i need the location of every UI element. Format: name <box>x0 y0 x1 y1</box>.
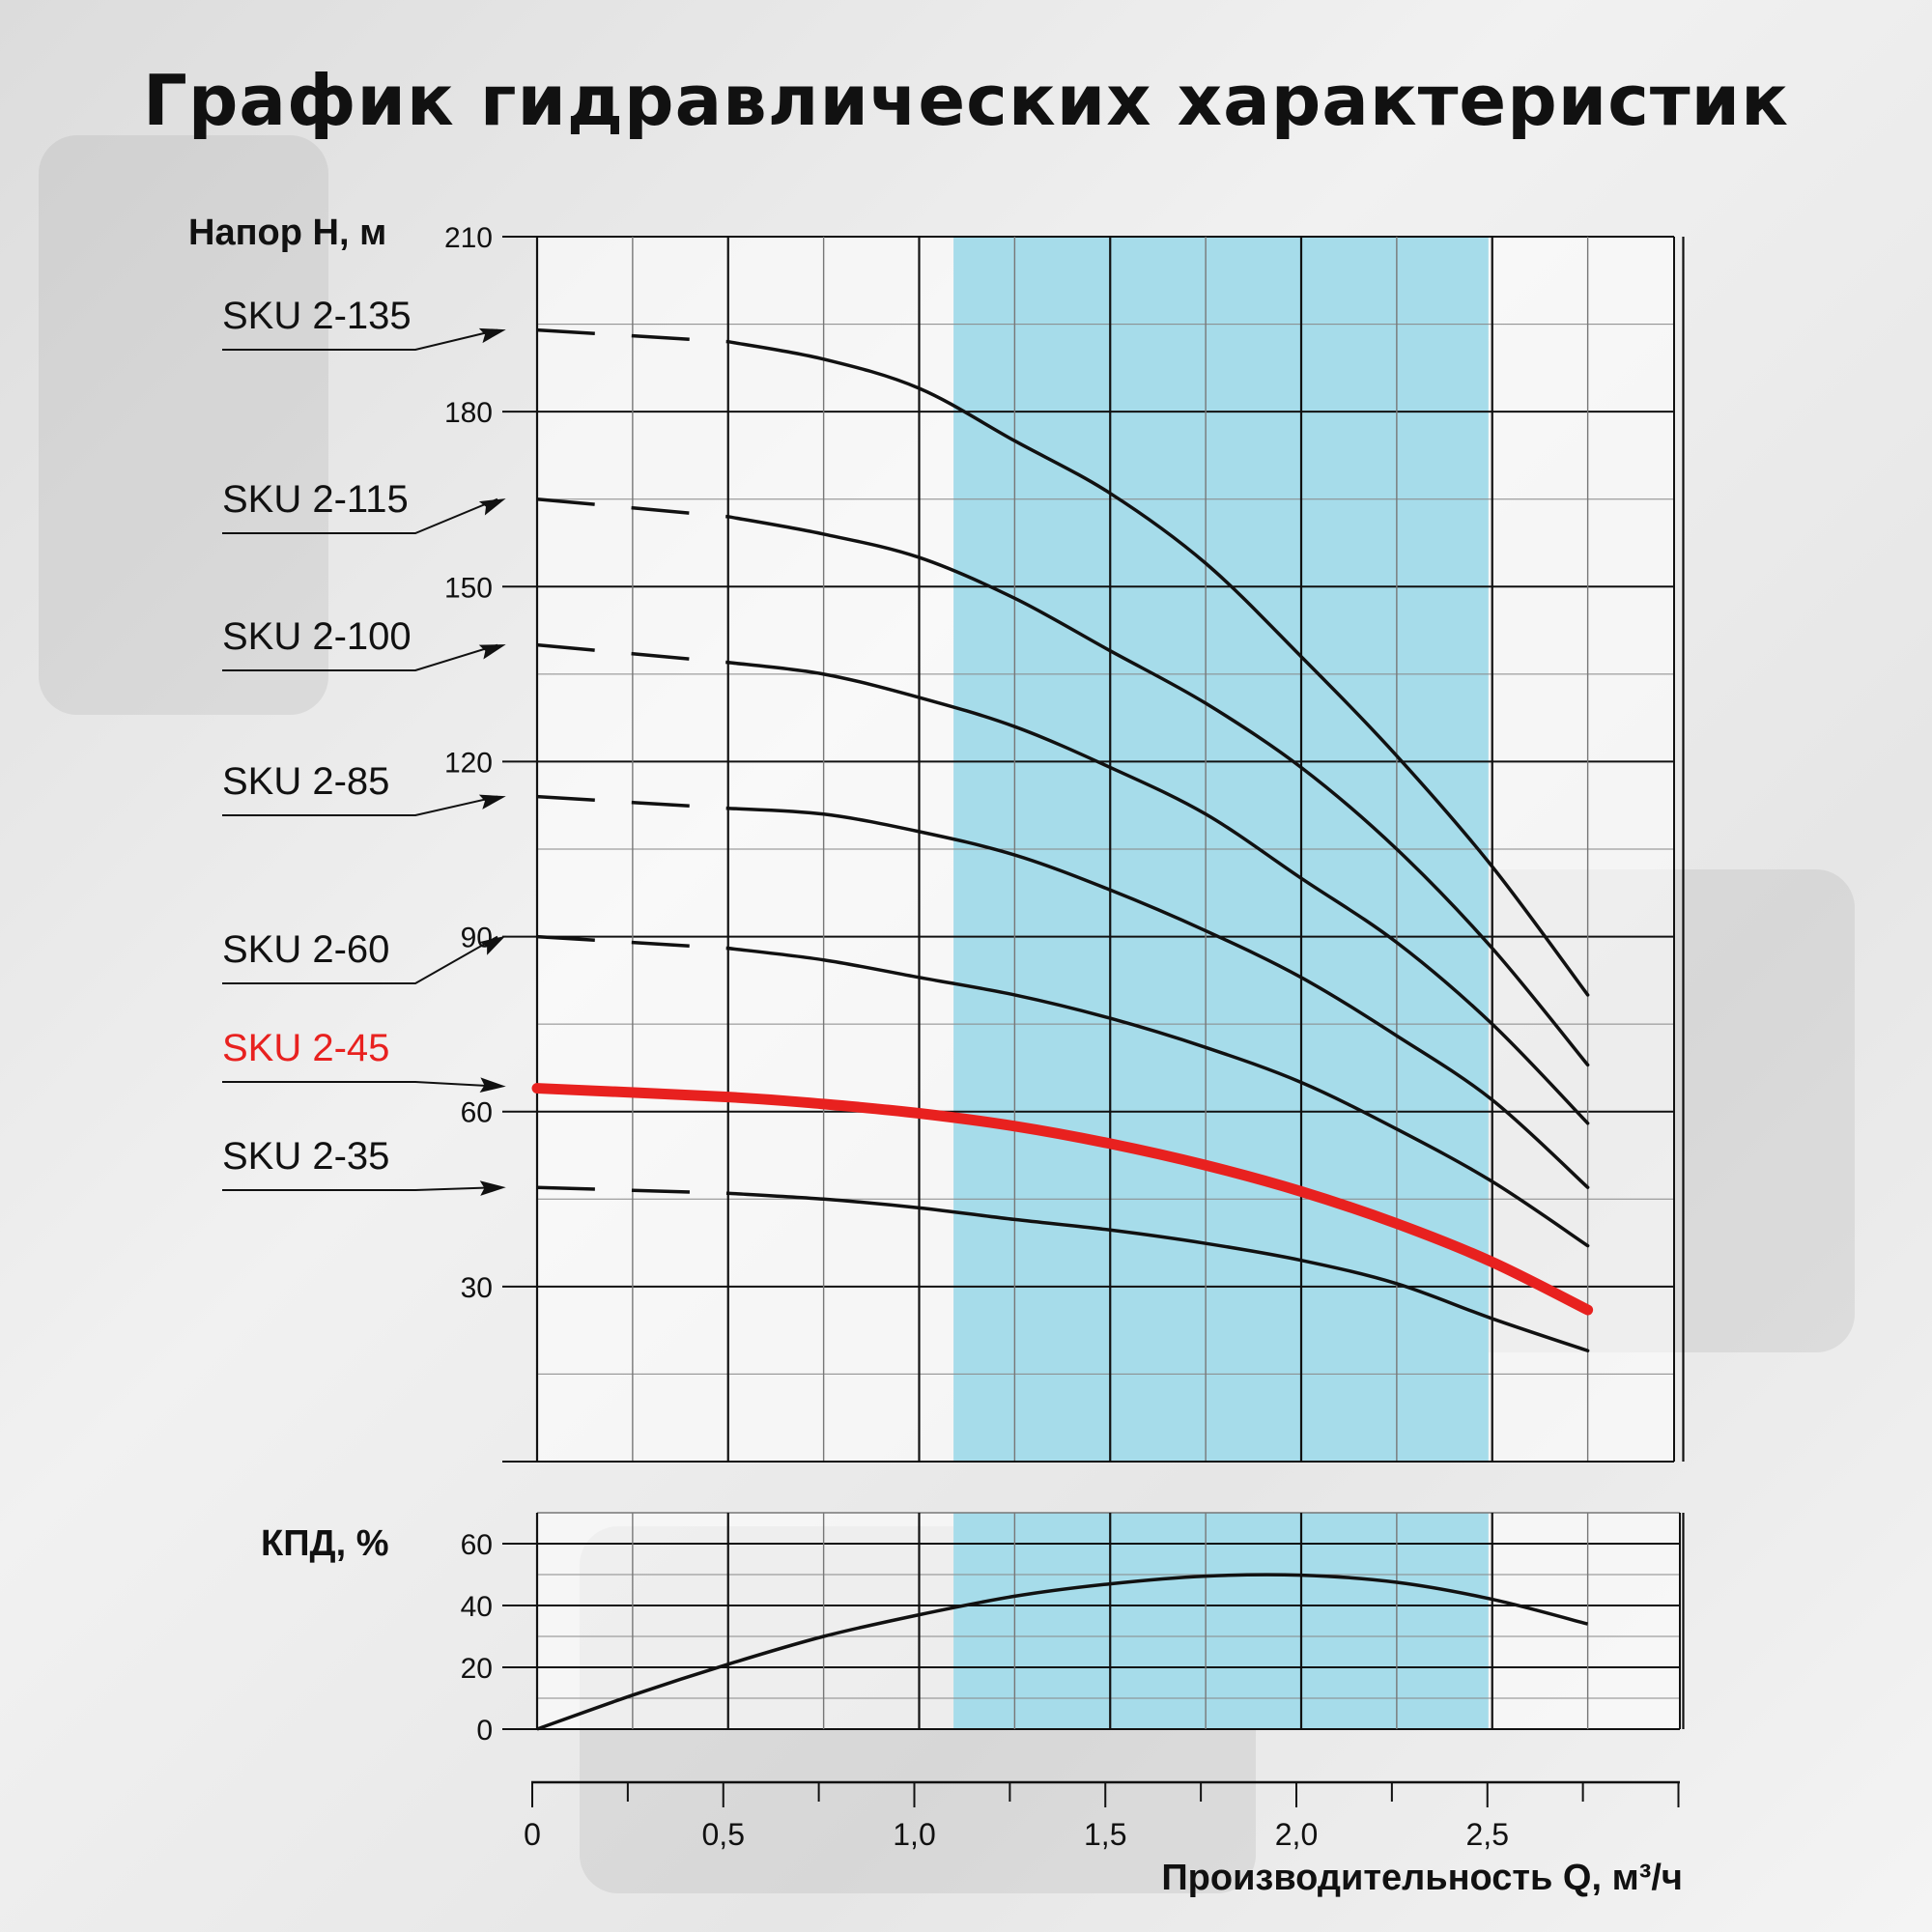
series-label: SKU 2-60 <box>222 928 389 971</box>
series-label: SKU 2-115 <box>222 478 409 521</box>
x-tick-label: 1,0 <box>893 1817 935 1852</box>
series-label-leader <box>222 497 498 534</box>
series-label-leader <box>222 935 498 984</box>
efficiency-curve <box>536 1573 1589 1731</box>
curve-sku-2-60 <box>726 946 1590 1248</box>
curve-dashed-segment <box>536 794 728 810</box>
curve-sku-2-100 <box>726 661 1590 1125</box>
curve-sku-2-45 <box>531 1083 1594 1316</box>
curve-dashed-segment <box>536 327 728 344</box>
series-arrow-icon <box>479 935 506 955</box>
efficiency-y-tick-label: 0 <box>476 1715 493 1747</box>
series-label: SKU 2-85 <box>222 760 389 803</box>
curve-dashed-segment <box>536 1185 728 1195</box>
efficiency-y-tick-label: 60 <box>461 1529 493 1561</box>
series-arrow-icon <box>478 498 506 516</box>
series-label-leader <box>222 1186 498 1191</box>
efficiency-y-axis-label: КПД, % <box>261 1523 388 1564</box>
main-y-tick-label: 210 <box>444 222 493 254</box>
curve-sku-2-115 <box>726 515 1590 1067</box>
curve-sku-2-135 <box>726 339 1590 997</box>
series-arrow-icon <box>479 1077 506 1094</box>
main-y-tick-label: 120 <box>444 747 493 779</box>
main-y-tick-label: 180 <box>444 397 493 429</box>
curve-dashed-segment <box>536 497 728 519</box>
chart-title: График гидравлических характеристик <box>143 60 1789 141</box>
curve-dashed-segment <box>536 642 728 665</box>
main-y-tick-label: 30 <box>461 1272 493 1304</box>
curve-dashed-segment <box>536 934 728 951</box>
series-label: SKU 2-100 <box>222 615 412 658</box>
series-label-leader <box>222 1081 498 1088</box>
series-arrow-icon <box>478 327 506 344</box>
main-y-tick-label: 60 <box>461 1097 493 1129</box>
series-label: SKU 2-135 <box>222 295 412 337</box>
series-label-leader <box>222 643 498 671</box>
series-label-leader <box>222 328 498 351</box>
series-arrow-icon <box>478 794 506 810</box>
main-y-axis-label: Напор H, м <box>188 213 386 253</box>
series-arrow-icon <box>479 1180 506 1196</box>
series-arrow-icon <box>478 644 506 660</box>
x-axis-label: Производительность Q, м³/ч <box>1161 1858 1683 1898</box>
x-tick-label: 1,5 <box>1084 1817 1126 1852</box>
efficiency-y-tick-label: 20 <box>461 1653 493 1685</box>
curve-sku-2-35 <box>726 1191 1590 1353</box>
x-tick-label: 2,5 <box>1466 1817 1509 1852</box>
x-tick-label: 2,0 <box>1275 1817 1318 1852</box>
efficiency-working-range-band <box>953 1513 1489 1729</box>
main-y-tick-label: 150 <box>444 572 493 604</box>
x-tick-label: 0,5 <box>702 1817 745 1852</box>
series-label-leader <box>222 795 498 816</box>
series-label: SKU 2-35 <box>222 1135 389 1178</box>
efficiency-y-tick-label: 40 <box>461 1591 493 1623</box>
series-label: SKU 2-45 <box>222 1027 389 1069</box>
x-tick-label: 0 <box>524 1817 541 1852</box>
curve-sku-2-85 <box>726 806 1590 1189</box>
